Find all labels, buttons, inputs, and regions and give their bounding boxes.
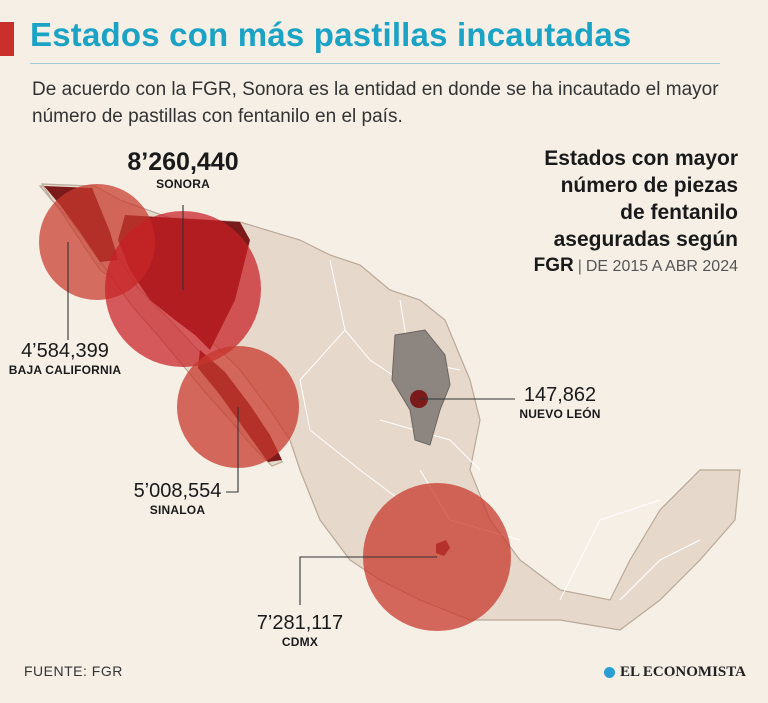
nuevo-leon-state <box>391 329 451 446</box>
cdmx-value: 7’281,117 <box>256 612 344 634</box>
sinaloa-value: 5’008,554 <box>133 480 222 502</box>
legend-line-2: número de piezas <box>560 174 738 197</box>
legend-source-name: FGR <box>533 255 574 276</box>
source-footer: FUENTE: FGR <box>24 663 123 679</box>
brand-logo: EL ECONOMISTA <box>604 664 746 681</box>
nuevo-leon-name: NUEVO LEÓN <box>519 407 601 421</box>
legend-source: FGR | DE 2015 A ABR 2024 <box>458 255 738 277</box>
nuevo-leon-value: 147,862 <box>523 384 597 406</box>
legend: Estados con mayor número de piezas de fe… <box>458 145 738 277</box>
legend-line-4: aseguradas según <box>553 228 738 251</box>
sinaloa-label: 5’008,554 SINALOA <box>130 480 225 517</box>
title-accent-bar <box>0 22 14 56</box>
cdmx-leader <box>299 556 437 605</box>
legend-separator: | <box>577 258 582 275</box>
sonora-name: SONORA <box>156 177 210 191</box>
page-title: Estados con más pastillas incautadas <box>30 16 632 53</box>
brand-icon <box>604 667 615 678</box>
nuevo-leon-label: 147,862 NUEVO LEÓN <box>515 384 605 421</box>
sinaloa-name: SINALOA <box>149 503 206 517</box>
cdmx-label: 7’281,117 CDMX <box>250 612 350 649</box>
baja-california-label: 4’584,399 BAJA CALIFORNIA <box>5 340 125 377</box>
sinaloa-leader <box>226 407 239 493</box>
legend-period: DE 2015 A ABR 2024 <box>585 258 738 275</box>
brand-name: EL ECONOMISTA <box>620 664 746 680</box>
subtitle: De acuerdo con la FGR, Sonora es la enti… <box>32 79 719 127</box>
baja-california-value: 4’584,399 <box>21 340 109 362</box>
title-divider <box>30 63 720 64</box>
sonora-label: 8’260,440 SONORA <box>108 148 258 191</box>
cdmx-name: CDMX <box>281 635 319 649</box>
baja-california-name: BAJA CALIFORNIA <box>8 363 122 377</box>
legend-line-3: de fentanilo <box>620 201 738 224</box>
sonora-value: 8’260,440 <box>127 148 239 176</box>
legend-line-1: Estados con mayor <box>544 147 738 170</box>
